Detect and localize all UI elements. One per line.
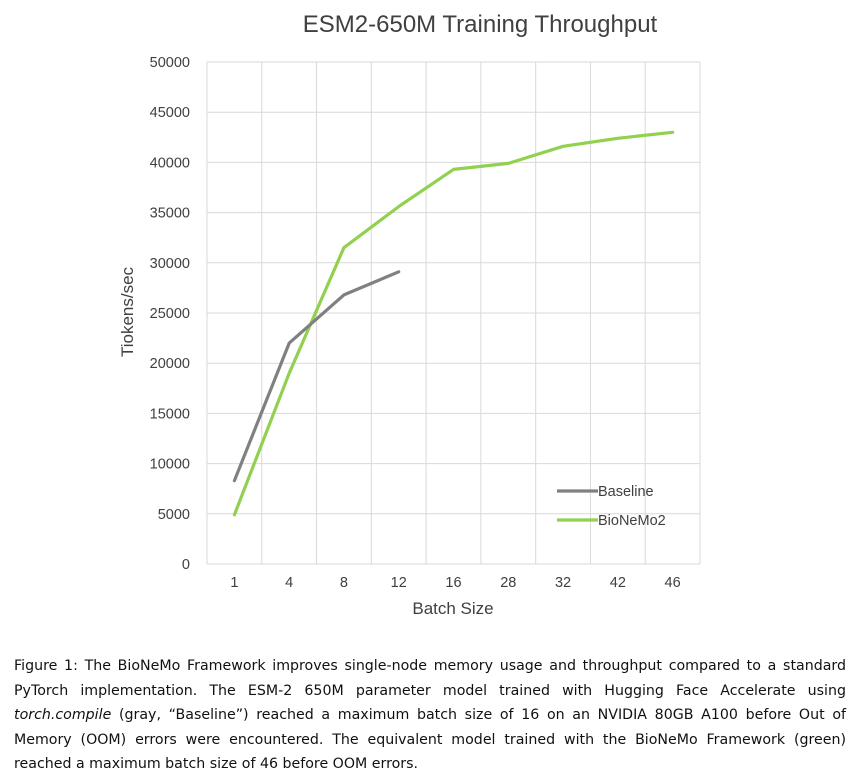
- y-tick-label: 30000: [150, 256, 190, 272]
- x-tick-label: 8: [340, 575, 348, 591]
- x-tick-label: 16: [445, 575, 461, 591]
- y-tick-label: 45000: [150, 105, 190, 121]
- y-tick-label: 5000: [158, 507, 190, 523]
- x-axis-ticks: 1 4 8 12 16 28 32 42 46: [230, 575, 680, 591]
- caption-code-term: torch.compile: [14, 707, 112, 723]
- x-tick-label: 12: [391, 575, 407, 591]
- x-tick-label: 42: [610, 575, 626, 591]
- figure-caption: Figure 1: The BioNeMo Framework improves…: [14, 654, 846, 777]
- series-lines: [232, 130, 675, 517]
- y-tick-label: 10000: [150, 457, 190, 473]
- y-axis-label: Tiokens/sec: [118, 266, 137, 357]
- y-tick-label: 20000: [150, 356, 190, 372]
- y-tick-label: 35000: [150, 206, 190, 222]
- y-axis-ticks: 0 5000 10000 15000 20000 25000 30000 35000 40000…: [150, 55, 190, 573]
- x-tick-label: 1: [230, 575, 238, 591]
- x-tick-label: 46: [665, 575, 681, 591]
- x-tick-label: 4: [285, 575, 293, 591]
- chart-title: ESM2-650M Training Throughput: [303, 11, 658, 38]
- x-tick-label: 28: [500, 575, 516, 591]
- y-tick-label: 40000: [150, 155, 190, 171]
- line-chart: ESM2-650M Training Throughput 0 5000 10000…: [118, 11, 701, 618]
- caption-text-2: (gray, “Baseline”) reached a maximum bat…: [14, 707, 846, 772]
- y-tick-label: 25000: [150, 306, 190, 322]
- x-tick-label: 32: [555, 575, 571, 591]
- legend-label-bionemo2: BioNeMo2: [598, 513, 666, 529]
- y-tick-label: 0: [182, 557, 190, 573]
- legend: Baseline BioNeMo2: [557, 484, 666, 529]
- x-axis-label: Batch Size: [412, 599, 493, 618]
- caption-text-1: Figure 1: The BioNeMo Framework improves…: [14, 658, 846, 699]
- series-line-bionemo2: [232, 130, 675, 517]
- series-line-baseline: [232, 270, 401, 483]
- y-tick-label: 15000: [150, 406, 190, 422]
- legend-label-baseline: Baseline: [598, 484, 654, 500]
- y-tick-label: 50000: [150, 55, 190, 71]
